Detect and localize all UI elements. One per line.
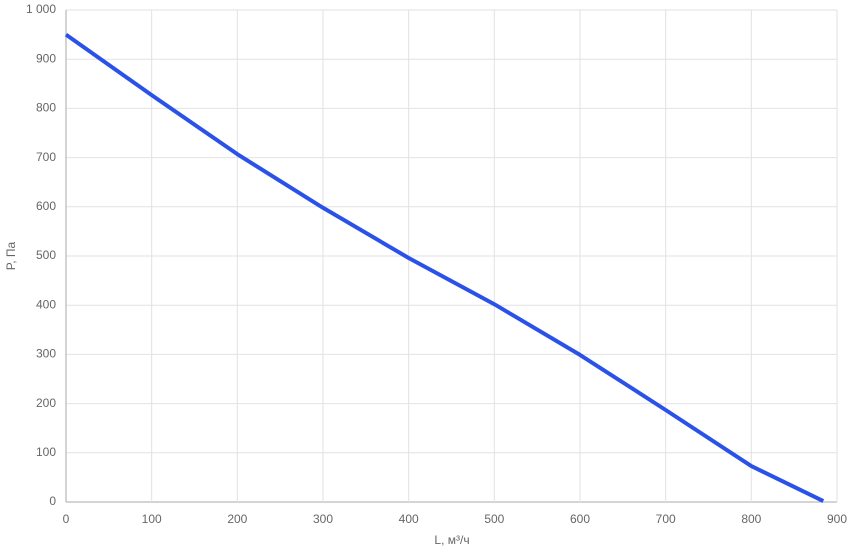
y-tick-label: 400 [36,297,56,311]
x-tick-label: 300 [313,512,333,526]
y-tick-label: 1 000 [26,2,56,16]
x-tick-label: 700 [656,512,676,526]
x-tick-label: 500 [484,512,504,526]
y-tick-label: 800 [36,101,56,115]
x-tick-label: 200 [227,512,247,526]
y-tick-label: 600 [36,199,56,213]
x-axis-label: L, м³/ч [434,533,469,547]
y-tick-label: 700 [36,150,56,164]
y-tick-label: 500 [36,248,56,262]
x-tick-label: 0 [63,512,70,526]
y-axis-label: P, Па [4,241,18,270]
line-series [64,32,825,503]
y-tick-label: 200 [36,396,56,410]
y-tick-label: 100 [36,445,56,459]
x-tick-label: 800 [741,512,761,526]
x-tick-label: 600 [570,512,590,526]
x-tick-label: 400 [399,512,419,526]
x-tick-label: 100 [142,512,162,526]
x-tick-label: 900 [827,512,847,526]
y-tick-label: 300 [36,347,56,361]
y-tick-label: 900 [36,51,56,65]
y-tick-label: 0 [49,494,56,508]
